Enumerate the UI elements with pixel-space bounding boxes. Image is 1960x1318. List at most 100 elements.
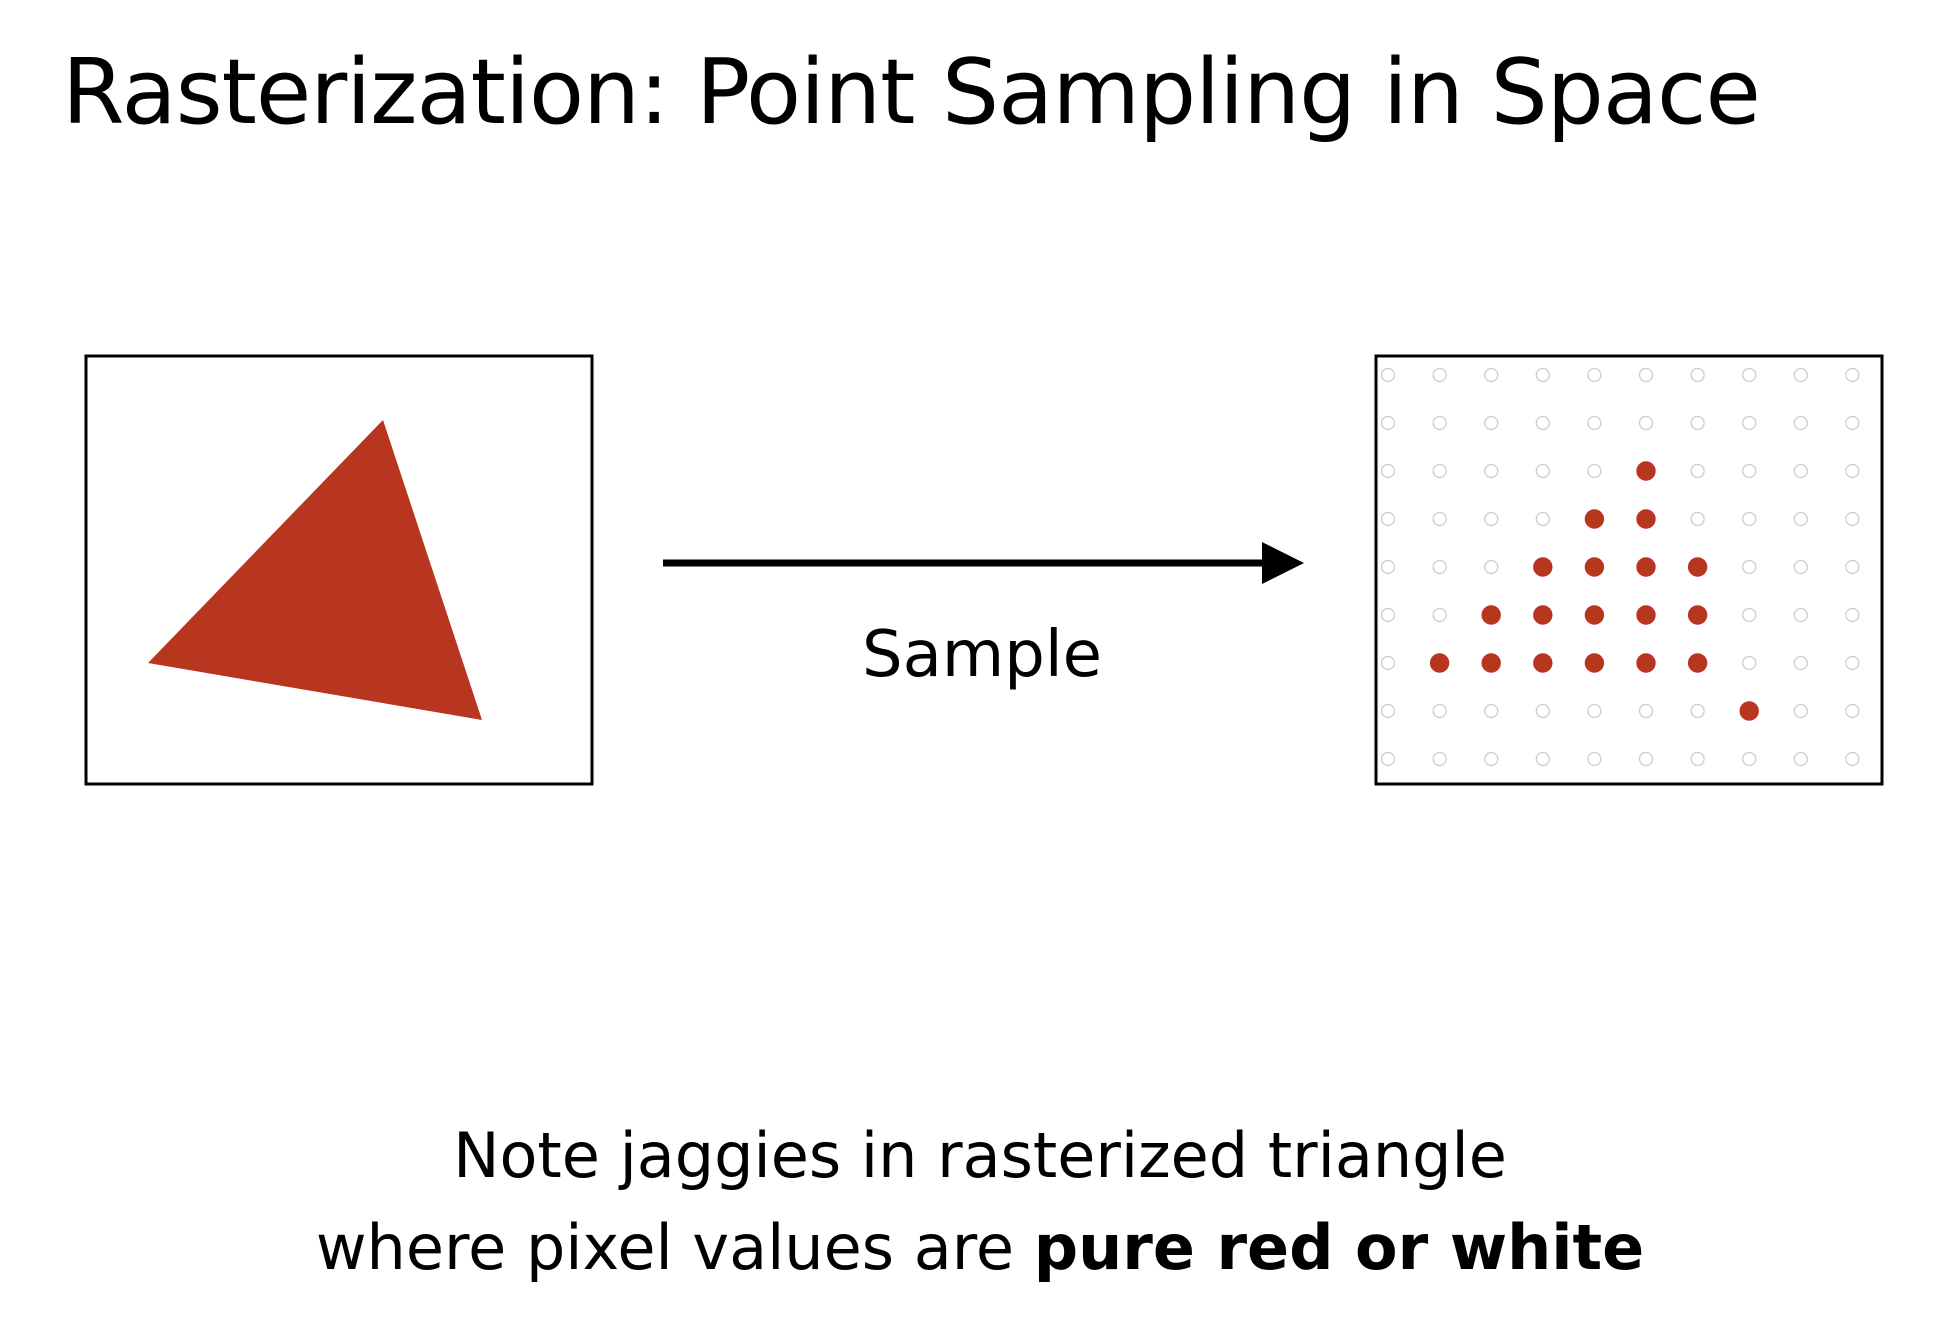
sample-point-empty — [1793, 511, 1808, 527]
sample-point-empty — [1793, 607, 1808, 623]
sample-point-filled — [1687, 557, 1708, 577]
sample-point-empty — [1690, 415, 1705, 431]
sample-point-empty — [1793, 559, 1808, 575]
sample-point-empty — [1587, 415, 1602, 431]
sample-point-empty — [1690, 751, 1705, 767]
sample-point-empty — [1535, 703, 1550, 719]
arrow-label: Sample — [862, 618, 1102, 692]
sample-point-empty — [1535, 511, 1550, 527]
sample-point-empty — [1742, 415, 1757, 431]
sample-point-empty — [1380, 463, 1396, 479]
sample-point-empty — [1845, 751, 1860, 767]
sample-point-empty — [1535, 415, 1550, 431]
sample-point-empty — [1845, 415, 1860, 431]
sample-point-empty — [1484, 559, 1499, 575]
sample-point-filled — [1636, 509, 1656, 529]
sample-point-empty — [1484, 703, 1499, 719]
sample-point-empty — [1638, 367, 1654, 383]
sample-point-empty — [1587, 463, 1602, 479]
sample-point-filled — [1533, 605, 1553, 625]
sample-point-empty — [1845, 463, 1860, 479]
sample-point-empty — [1638, 703, 1654, 719]
sample-point-empty — [1845, 607, 1860, 623]
sample-point-empty — [1380, 415, 1396, 431]
sample-point-filled — [1584, 605, 1605, 625]
sample-point-empty — [1742, 463, 1757, 479]
sample-point-empty — [1742, 607, 1757, 623]
arrow-head — [1262, 542, 1304, 584]
sample-point-empty — [1484, 415, 1499, 431]
sample-point-empty — [1742, 751, 1757, 767]
sample-point-empty — [1587, 751, 1602, 767]
sampled-image-frame — [1374, 354, 1884, 786]
sample-point-empty — [1793, 703, 1808, 719]
caption-line-2-text: where pixel values are — [315, 1211, 1034, 1284]
sample-point-empty — [1380, 655, 1396, 671]
caption: Note jaggies in rasterized triangle wher… — [0, 1110, 1960, 1294]
sample-point-filled — [1429, 653, 1450, 673]
sample-point-filled — [1584, 557, 1605, 577]
slide-title: Rasterization: Point Sampling in Space — [62, 40, 1761, 145]
sample-point-empty — [1793, 463, 1808, 479]
sample-point-empty — [1845, 511, 1860, 527]
sample-point-empty — [1535, 463, 1550, 479]
sample-point-empty — [1484, 367, 1499, 383]
sample-grid — [1380, 367, 1860, 767]
sample-point-empty — [1484, 751, 1499, 767]
sample-point-empty — [1690, 511, 1705, 527]
sample-point-empty — [1535, 367, 1550, 383]
sample-point-empty — [1587, 367, 1602, 383]
sample-point-empty — [1380, 367, 1396, 383]
continuous-image-frame — [84, 354, 594, 786]
sample-point-filled — [1636, 653, 1656, 673]
sample-point-empty — [1432, 463, 1447, 479]
sample-point-empty — [1742, 655, 1757, 671]
sample-point-empty — [1690, 367, 1705, 383]
sample-point-empty — [1845, 655, 1860, 671]
caption-line-1: Note jaggies in rasterized triangle — [453, 1119, 1507, 1192]
sample-point-empty — [1793, 415, 1808, 431]
sample-point-empty — [1690, 463, 1705, 479]
sample-point-empty — [1638, 751, 1654, 767]
sample-point-filled — [1636, 461, 1656, 481]
sample-point-filled — [1481, 653, 1501, 673]
sample-point-empty — [1432, 367, 1447, 383]
sample-point-filled — [1481, 605, 1501, 625]
sample-point-filled — [1533, 653, 1553, 673]
sample-point-filled — [1533, 557, 1553, 577]
sample-point-empty — [1845, 703, 1860, 719]
sample-point-empty — [1845, 367, 1860, 383]
caption-line-2: where pixel values are pure red or white — [0, 1202, 1960, 1294]
sample-point-empty — [1742, 559, 1757, 575]
sample-point-empty — [1432, 559, 1447, 575]
sample-point-empty — [1432, 751, 1447, 767]
sample-point-filled — [1687, 653, 1708, 673]
sample-point-empty — [1484, 463, 1499, 479]
sample-point-filled — [1584, 509, 1605, 529]
sample-point-empty — [1380, 703, 1396, 719]
sample-point-empty — [1793, 367, 1808, 383]
sample-point-empty — [1535, 751, 1550, 767]
sample-point-filled — [1687, 605, 1708, 625]
sample-point-empty — [1587, 703, 1602, 719]
triangle — [148, 420, 482, 720]
caption-line-2-bold: pure red or white — [1033, 1211, 1645, 1284]
sample-point-empty — [1432, 415, 1447, 431]
sample-point-empty — [1432, 703, 1447, 719]
sample-point-empty — [1380, 607, 1396, 623]
sample-point-empty — [1432, 607, 1447, 623]
sample-point-empty — [1638, 415, 1654, 431]
sample-point-filled — [1636, 605, 1656, 625]
sample-point-empty — [1380, 559, 1396, 575]
sample-point-filled — [1739, 701, 1759, 721]
sample-point-empty — [1484, 511, 1499, 527]
sample-point-empty — [1690, 703, 1705, 719]
sample-point-empty — [1432, 511, 1447, 527]
sample-point-filled — [1584, 653, 1605, 673]
sample-point-empty — [1380, 511, 1396, 527]
sample-point-empty — [1380, 751, 1396, 767]
sample-point-empty — [1793, 655, 1808, 671]
sample-point-empty — [1845, 559, 1860, 575]
sample-point-empty — [1742, 511, 1757, 527]
